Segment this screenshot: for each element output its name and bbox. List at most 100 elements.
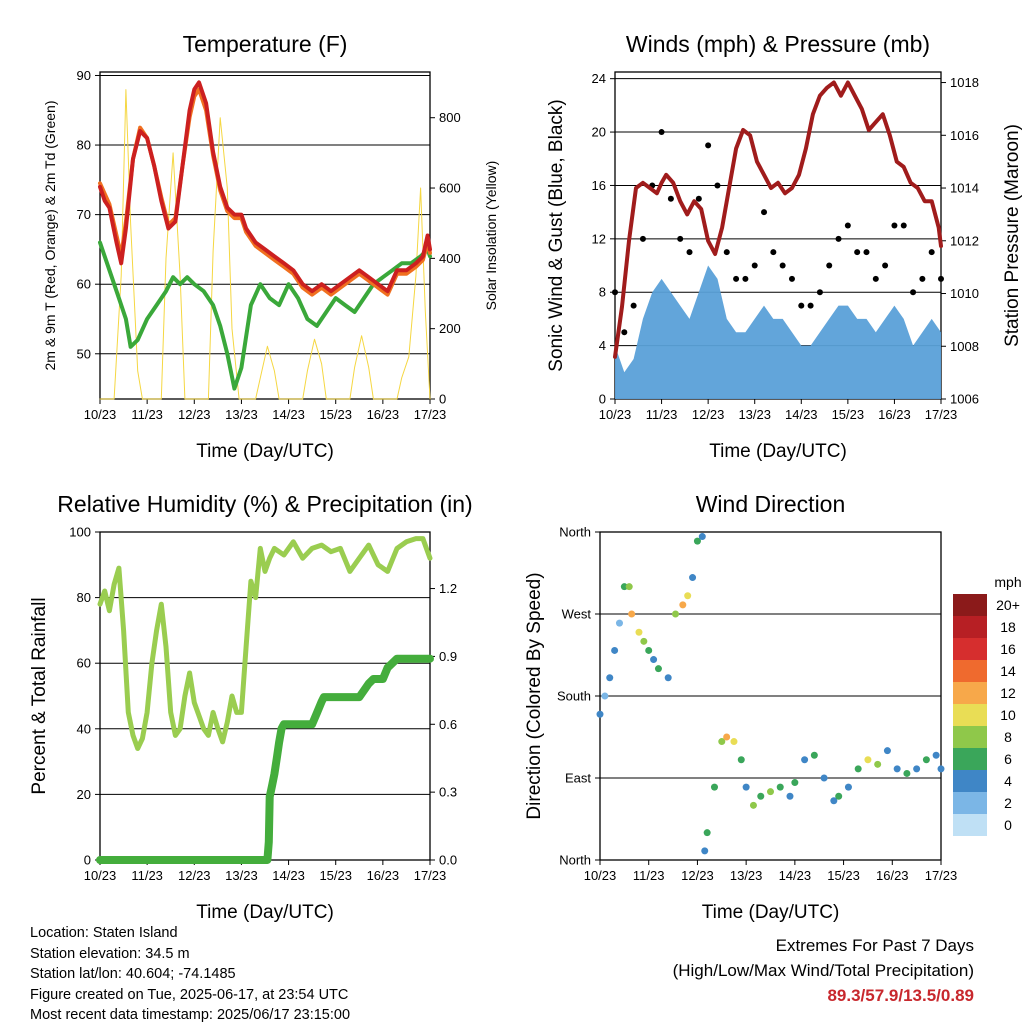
y2-tick-label: 600 xyxy=(439,181,461,196)
direction-point xyxy=(937,765,945,773)
colorbar-label: 10 xyxy=(1000,707,1016,723)
y-tick-label: 100 xyxy=(69,525,91,540)
recent-timestamp: Most recent data timestamp: 2025/06/17 2… xyxy=(30,1007,351,1023)
x-tick-label: 11/23 xyxy=(131,407,163,422)
direction-point xyxy=(903,769,911,777)
gust-point xyxy=(854,249,861,256)
colorbar-swatch xyxy=(953,704,987,726)
x-tick-label: 15/23 xyxy=(827,868,860,883)
direction-point xyxy=(628,610,636,618)
y-tick-label: 20 xyxy=(592,125,606,140)
colorbar-swatch xyxy=(953,616,987,638)
x-tick-label: 14/23 xyxy=(785,407,818,422)
direction-point xyxy=(757,792,765,800)
x-tick-label: 16/23 xyxy=(367,868,400,883)
series-pressure xyxy=(613,80,943,359)
direction-point xyxy=(801,756,809,764)
colorbar-label: 16 xyxy=(1000,641,1016,657)
y-axis-label: Direction (Colored By Speed) xyxy=(524,572,545,819)
gust-point xyxy=(872,275,879,282)
colorbar-swatch xyxy=(953,660,987,682)
colorbar-label: 0 xyxy=(1004,817,1012,833)
gust-point xyxy=(816,289,823,296)
gust-point xyxy=(751,262,758,269)
x-tick-label: 11/23 xyxy=(633,868,665,883)
colorbar-label: 20+ xyxy=(996,597,1020,613)
y2-tick-label: 1.2 xyxy=(439,581,457,596)
direction-point xyxy=(742,783,750,791)
y-tick-label: 90 xyxy=(77,68,91,83)
direction-point xyxy=(844,783,852,791)
direction-point xyxy=(932,751,940,759)
x-tick-label: 13/23 xyxy=(225,407,258,422)
y2-tick-label: 1014 xyxy=(950,181,979,196)
gust-point xyxy=(761,209,768,216)
panel-title: Winds (mph) & Pressure (mb) xyxy=(626,31,930,57)
station-elevation: Station elevation: 34.5 m xyxy=(30,945,190,962)
series-rh xyxy=(97,536,433,751)
x-tick-label: 12/23 xyxy=(178,407,211,422)
x-tick-label: 15/23 xyxy=(319,407,352,422)
direction-point xyxy=(864,756,872,764)
gust-point xyxy=(705,142,712,149)
colorbar-label: 8 xyxy=(1004,729,1012,745)
station-latlon: Station lat/lon: 40.604; -74.1485 xyxy=(30,966,236,982)
y-axis-label: Percent & Total Rainfall xyxy=(29,597,50,794)
figure-created: Figure created on Tue, 2025-06-17, at 23… xyxy=(30,986,349,1003)
direction-point xyxy=(820,774,828,782)
direction-point xyxy=(883,747,891,755)
gust-point xyxy=(779,262,786,269)
y-axis-label: Sonic Wind & Gust (Blue, Black) xyxy=(546,99,567,371)
y2-tick-label: 1010 xyxy=(950,286,979,301)
y2-axis-label: Station Pressure (Maroon) xyxy=(1002,124,1023,347)
y2-tick-label: 1006 xyxy=(950,392,979,407)
panel-humidity: Relative Humidity (%) & Precipitation (i… xyxy=(29,491,473,923)
gust-point xyxy=(612,289,618,296)
extremes-subtitle: (High/Low/Max Wind/Total Precipitation) xyxy=(672,961,974,980)
gust-point xyxy=(621,329,628,336)
gust-point xyxy=(667,195,674,202)
gust-point xyxy=(798,302,805,309)
gust-point xyxy=(835,235,842,242)
direction-point xyxy=(749,801,757,809)
direction-point xyxy=(606,674,614,682)
direction-point xyxy=(718,738,726,746)
colorbar-swatch xyxy=(953,792,987,814)
x-tick-label: 13/23 xyxy=(730,868,763,883)
y-tick-label: 60 xyxy=(77,656,91,671)
colorbar-label: 6 xyxy=(1004,751,1012,767)
colorbar-swatch xyxy=(953,594,987,616)
direction-point xyxy=(693,537,701,545)
panel-temperature: Temperature (F) 50 60 70 80 90 0 200 400 600 800 10… xyxy=(42,31,499,462)
x-tick-label: 14/23 xyxy=(779,868,812,883)
direction-point xyxy=(672,610,680,618)
extremes-values: 89.3/57.9/13.5/0.89 xyxy=(827,986,974,1005)
x-tick-label: 12/23 xyxy=(178,868,211,883)
x-tick-label: 13/23 xyxy=(738,407,771,422)
series-rainfall xyxy=(96,654,434,864)
colorbar-swatch xyxy=(953,770,987,792)
direction-point xyxy=(611,646,619,654)
colorbar-swatch xyxy=(953,814,987,836)
y2-axis-label: Solar Insolation (Yellow) xyxy=(483,161,499,311)
x-axis-label: Time (Day/UTC) xyxy=(702,902,840,923)
y-tick-label: 12 xyxy=(592,231,606,246)
y-tick-label: East xyxy=(565,771,591,786)
gust-point xyxy=(677,235,684,242)
gust-point xyxy=(788,275,795,282)
direction-point xyxy=(625,583,633,591)
y-axis-label: 2m & 9m T (Red, Orange) & 2m Td (Green) xyxy=(42,101,58,371)
series-sonic-wind xyxy=(615,265,941,399)
x-tick-label: 11/23 xyxy=(131,868,163,883)
gust-point xyxy=(695,195,702,202)
panel-winds: Winds (mph) & Pressure (mb) 0 4 8 12 16 20 24 10… xyxy=(546,31,1023,462)
direction-point xyxy=(730,738,738,746)
x-tick-label: 16/23 xyxy=(876,868,909,883)
gust-point xyxy=(910,289,917,296)
x-tick-label: 10/23 xyxy=(84,868,117,883)
x-tick-label: 12/23 xyxy=(692,407,725,422)
direction-point xyxy=(922,756,930,764)
x-tick-label: 13/23 xyxy=(225,868,258,883)
panel-wind-direction: Wind DirectionNorthEastSouthWestNorth10/… xyxy=(524,491,1022,923)
